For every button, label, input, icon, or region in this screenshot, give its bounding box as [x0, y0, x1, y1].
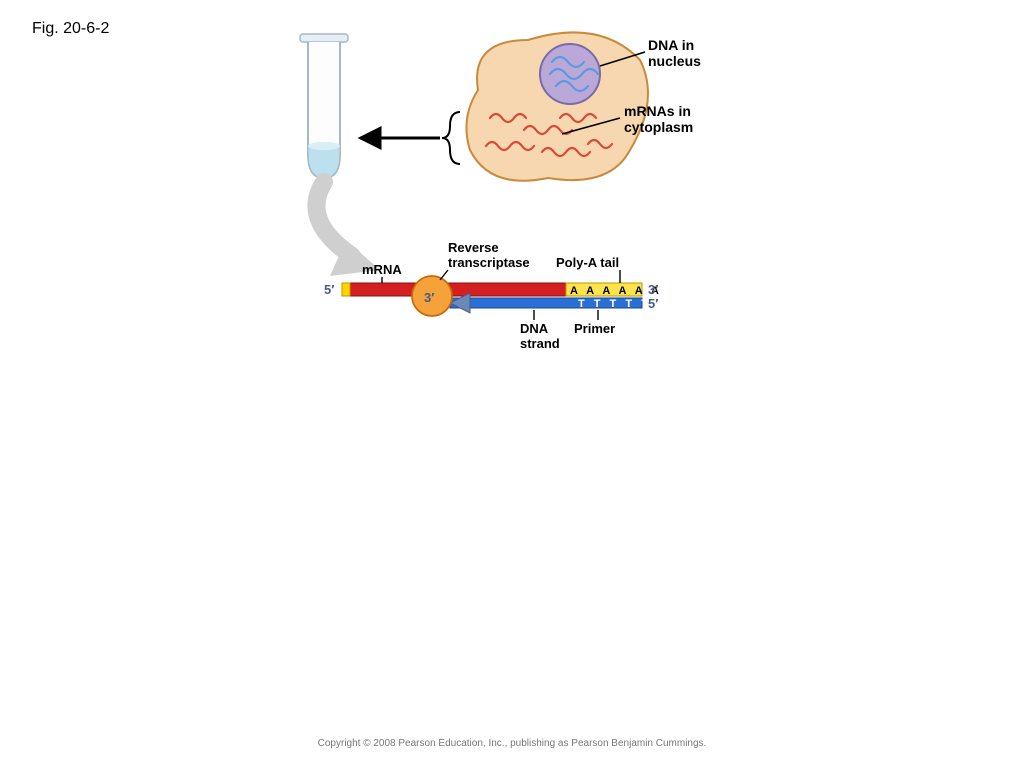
- label-polya: Poly-A tail: [556, 255, 619, 270]
- label-primer: Primer: [574, 321, 615, 336]
- tick-rt: [440, 270, 448, 280]
- end-5prime-right: 5′: [648, 296, 658, 311]
- label-mrna-cyto: mRNAs in: [624, 103, 691, 119]
- label-mrna-cyto-2: cytoplasm: [624, 119, 693, 135]
- label-dna-strand-2: strand: [520, 336, 560, 351]
- label-dna-nucleus-2: nucleus: [648, 53, 701, 69]
- label-mrna: mRNA: [362, 262, 402, 277]
- end-5prime-left: 5′: [324, 282, 334, 297]
- copyright-text: Copyright © 2008 Pearson Education, Inc.…: [0, 738, 1024, 749]
- mrna-bar: [342, 283, 566, 296]
- cap-icon: [342, 283, 350, 296]
- diagram-svg: DNA in nucleus mRNAs in cytoplasm 5′ A A…: [0, 0, 1024, 768]
- rt-3prime-label: 3′: [424, 290, 434, 305]
- label-rt-2: transcriptase: [448, 255, 530, 270]
- brace-icon: [442, 112, 460, 164]
- label-dna-nucleus: DNA in: [648, 37, 694, 53]
- label-rt: Reverse: [448, 240, 499, 255]
- primer-seq: T T T T T: [578, 298, 651, 310]
- strand-diagram: 5′ A A A A A A 3′ T T T T T 5′ 3′: [324, 276, 662, 316]
- test-tube-icon: [300, 34, 348, 178]
- end-3prime-right: 3′: [648, 282, 658, 297]
- cell: [466, 32, 648, 180]
- label-dna-strand: DNA: [520, 321, 549, 336]
